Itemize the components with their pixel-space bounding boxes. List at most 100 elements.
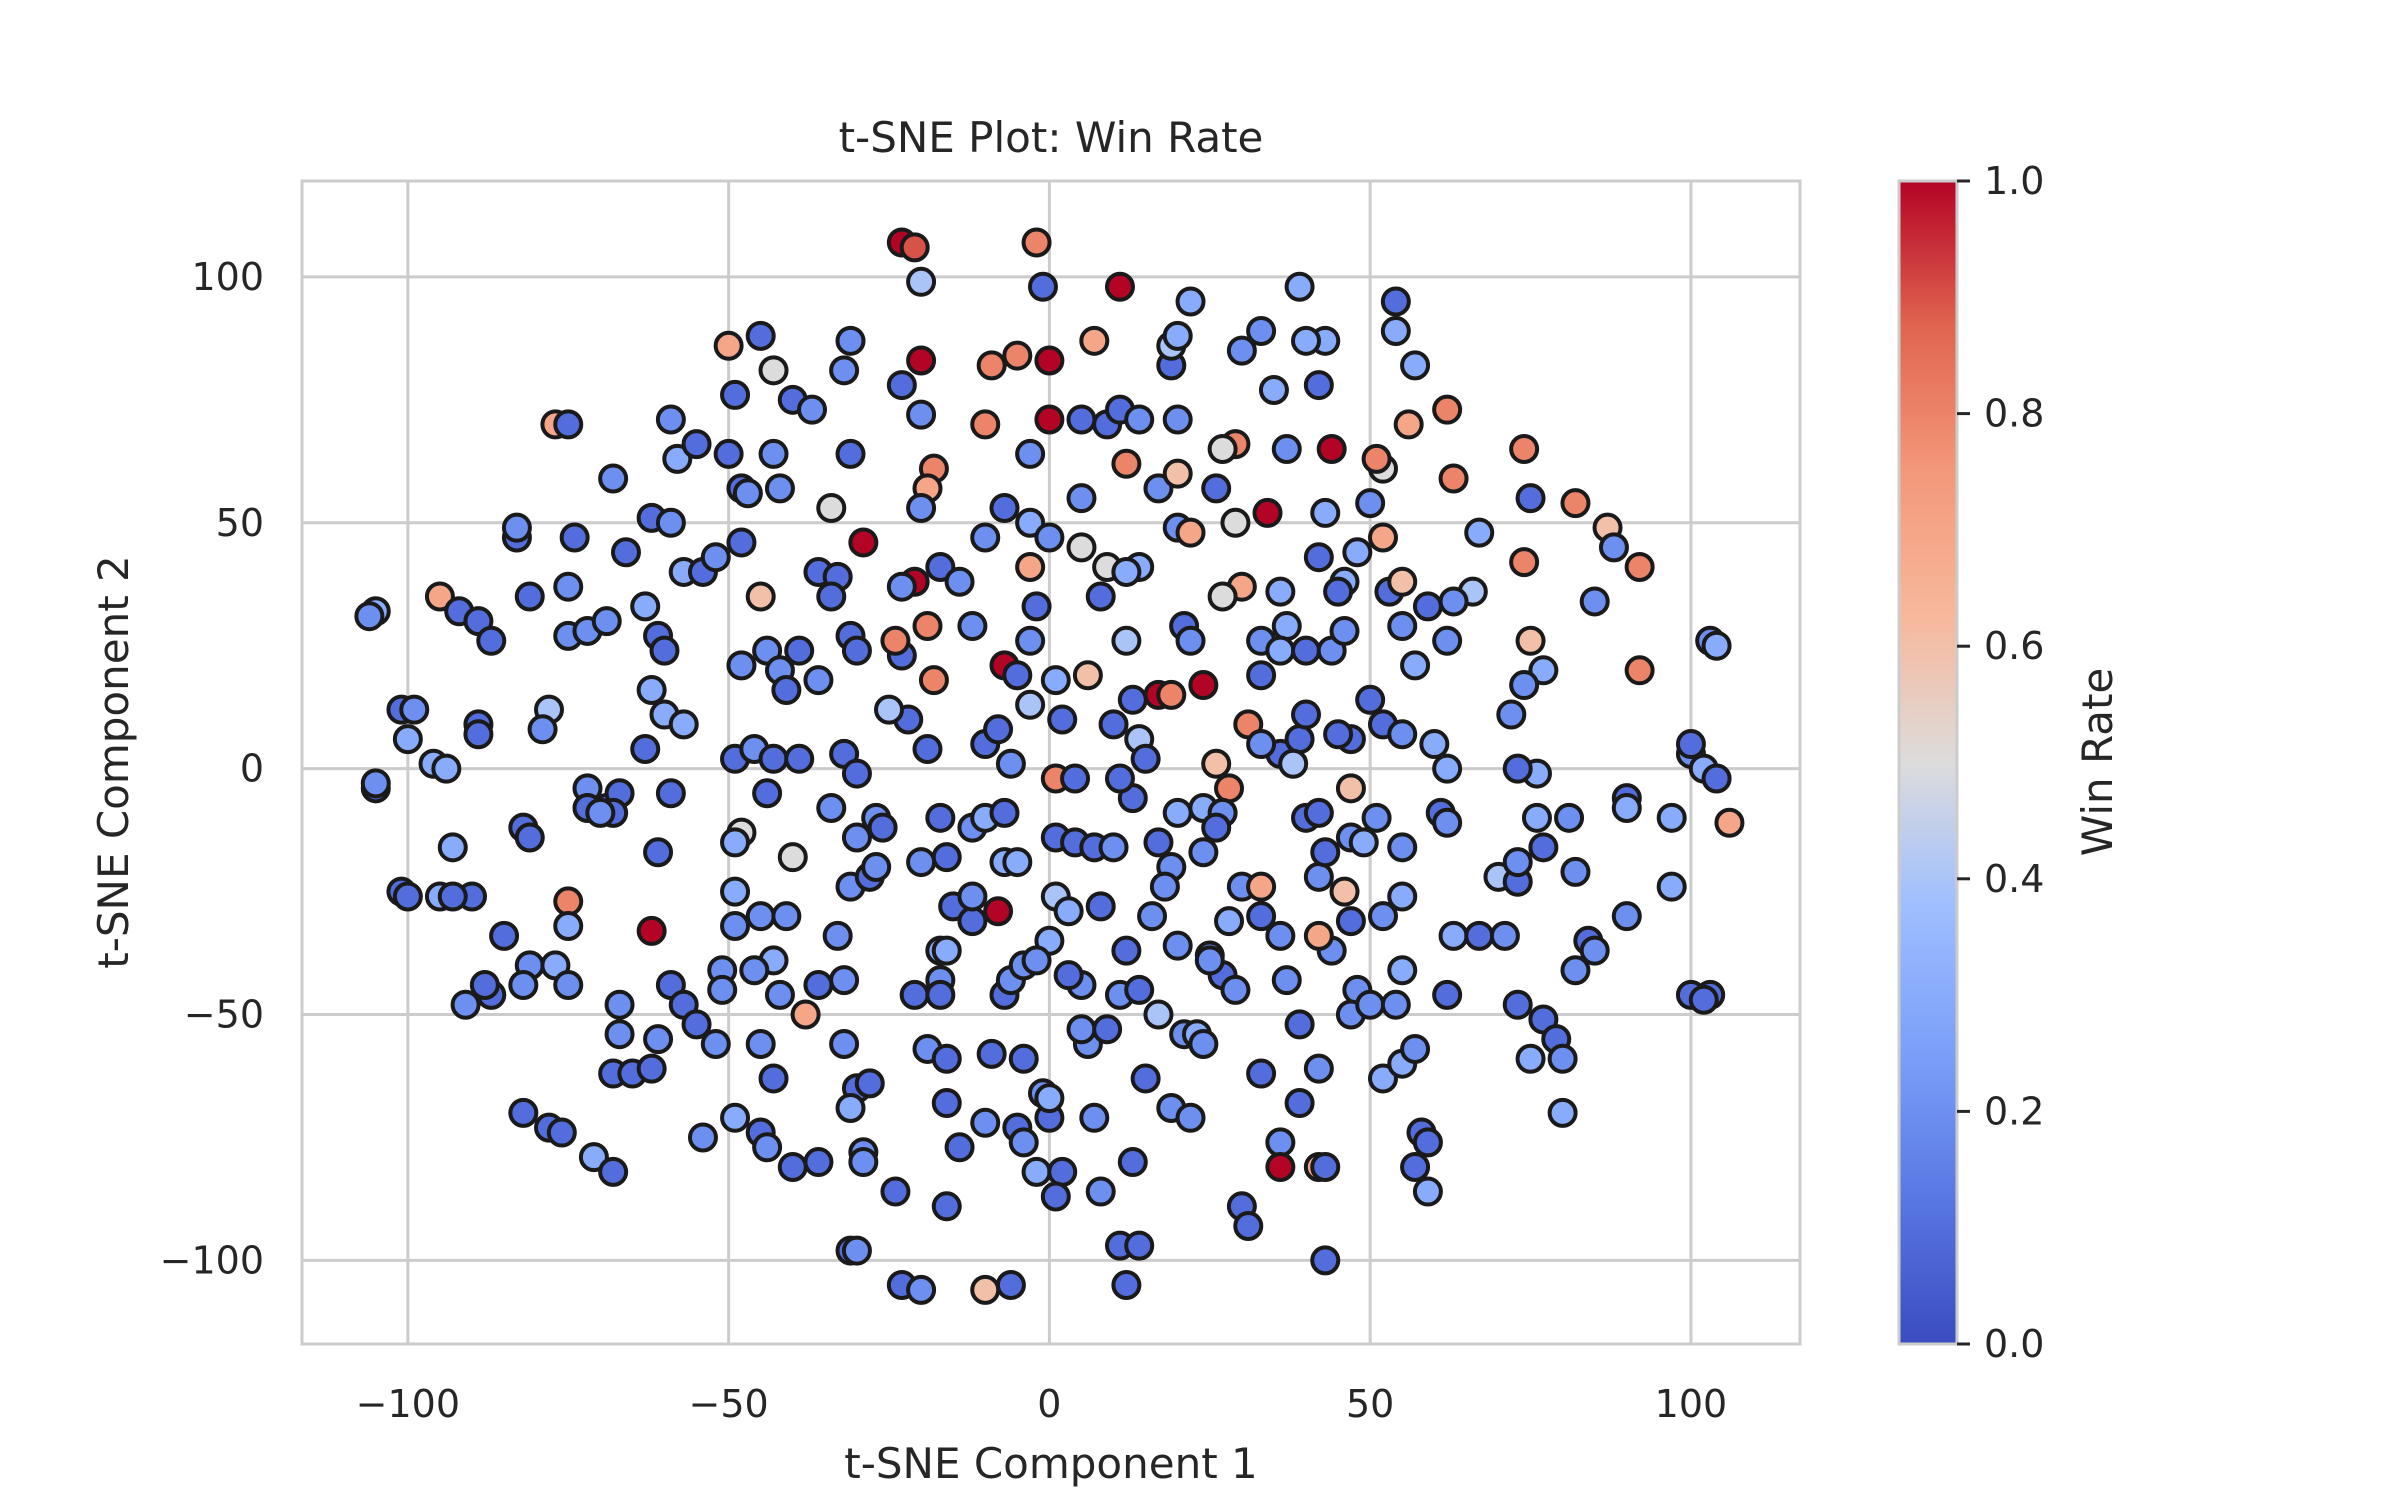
y-tick-label: 100 [191, 255, 264, 299]
scatter-point [777, 842, 808, 873]
scatter-point [1656, 802, 1687, 833]
scatter-point [1509, 547, 1540, 578]
colorbar-tick-label: 0.4 [1984, 857, 2044, 901]
scatter-point [1040, 665, 1071, 696]
scatter-point [1387, 832, 1418, 863]
scatter-point [1367, 1063, 1398, 1094]
scatter-point [399, 694, 430, 725]
scatter-point [1361, 802, 1392, 833]
scatter-point [886, 571, 917, 602]
scatter-point [1432, 807, 1463, 838]
scatter-point [424, 581, 455, 612]
scatter-point [1047, 1156, 1078, 1187]
scatter-point [1021, 945, 1052, 976]
scatter-point [1188, 1029, 1219, 1060]
scatter-point [829, 1029, 860, 1060]
scatter-point [758, 743, 789, 774]
scatter-point [437, 881, 468, 912]
scatter-point [1143, 827, 1174, 858]
x-tick-label: 100 [1655, 1382, 1728, 1426]
scatter-point [508, 1097, 539, 1128]
scatter-point [1502, 753, 1533, 784]
scatter-point [784, 743, 815, 774]
scatter-point [1342, 537, 1373, 568]
scatter-point [1194, 945, 1225, 976]
scatter-point [1220, 507, 1251, 538]
scatter-point [1303, 797, 1334, 828]
scatter-point [514, 822, 545, 853]
scatter-point [745, 1029, 776, 1060]
y-tick-label: 50 [216, 501, 264, 545]
scatter-point [1162, 458, 1193, 489]
scatter-point [585, 797, 616, 828]
scatter-point [816, 792, 847, 823]
scatter-point [1387, 881, 1418, 912]
scatter-point [1079, 1102, 1110, 1133]
scatter-point [1265, 576, 1296, 607]
plot-area-frame [300, 179, 1802, 1346]
scatter-point [1271, 611, 1302, 642]
scatter-point [1220, 974, 1251, 1005]
scatter-point [1464, 517, 1495, 548]
scatter-point [906, 266, 937, 297]
scatter-point [1291, 635, 1322, 666]
scatter-point [1130, 1063, 1161, 1094]
scatter-point [1310, 1245, 1341, 1276]
scatter-point [1002, 847, 1033, 878]
scatter-point [1528, 655, 1559, 686]
scatter-point [1117, 1147, 1148, 1178]
scatter-point [630, 591, 661, 622]
scatter-point [1412, 1127, 1443, 1158]
scatter-point [1528, 832, 1559, 863]
scatter-point [681, 429, 712, 460]
scatter-point [662, 443, 693, 474]
scatter-point [437, 832, 468, 863]
scatter-point [1515, 625, 1546, 656]
scatter-point [1432, 979, 1463, 1010]
scatter-point [392, 724, 423, 755]
scatter-point [1323, 576, 1354, 607]
scatter-point [630, 733, 661, 764]
scatter-point [1162, 404, 1193, 435]
scatter-point [931, 1043, 962, 1074]
scatter-point [1188, 670, 1219, 701]
scatter-point [912, 733, 943, 764]
scatter-point [501, 512, 532, 543]
scatter-point [1015, 507, 1046, 538]
scatter-point [816, 493, 847, 524]
scatter-point [1380, 989, 1411, 1020]
chart-title: t-SNE Plot: Win Rate [839, 113, 1264, 162]
scatter-point [1509, 434, 1540, 465]
scatter-point [1162, 930, 1193, 961]
scatter-point [1265, 1127, 1296, 1158]
y-axis-ticks: −100 −50 0 50 100 [160, 255, 264, 1283]
scatter-point [745, 901, 776, 932]
scatter-point [906, 493, 937, 524]
y-tick-label: 0 [240, 747, 264, 791]
scatter-point [553, 911, 584, 942]
scatter-point [1214, 773, 1245, 804]
scatter-point [983, 896, 1014, 927]
scatter-point [720, 827, 751, 858]
scatter-point [752, 1132, 783, 1163]
y-tick-label: −100 [160, 1238, 264, 1282]
y-axis-title: t-SNE Component 2 [89, 555, 138, 969]
scatter-point [906, 1274, 937, 1305]
scatter-point [1002, 660, 1033, 691]
scatter-point [1464, 920, 1495, 951]
scatter-point [899, 232, 930, 263]
scatter-point [726, 650, 757, 681]
scatter-point [1207, 434, 1238, 465]
scatter-point [1053, 896, 1084, 927]
x-axis-ticks: −100 −50 0 50 100 [356, 1382, 1728, 1426]
scatter-point [758, 355, 789, 386]
scatter-point [1361, 443, 1392, 474]
scatter-point [1156, 679, 1187, 710]
scatter-point [1162, 797, 1193, 828]
scatter-point [392, 881, 423, 912]
scatter-point [983, 714, 1014, 745]
scatter-point [681, 1009, 712, 1040]
scatter-point [841, 822, 872, 853]
scatter-point [553, 409, 584, 440]
scatter-point [1111, 935, 1142, 966]
